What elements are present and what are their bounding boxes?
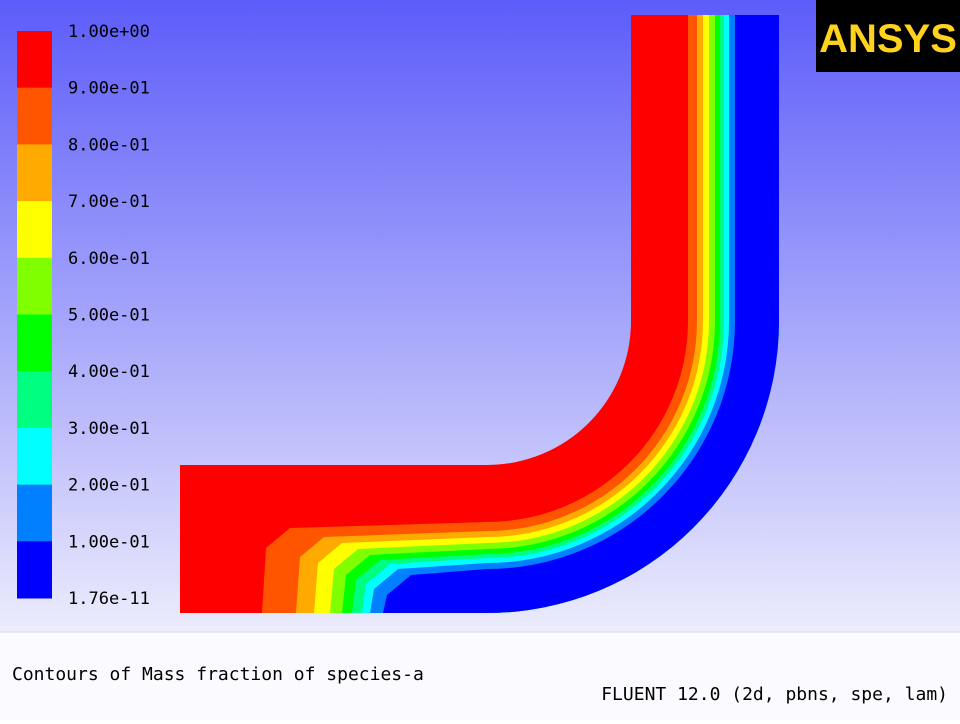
colorbar-label: 5.00e-01 xyxy=(68,306,150,326)
colorbar-band xyxy=(17,257,52,315)
colorbar-band xyxy=(17,201,52,259)
footer: FLUENT 12.0 (2d, pbns, spe, lam) xyxy=(601,684,948,705)
colorbar-band xyxy=(17,484,52,542)
elbow-geometry xyxy=(180,15,779,613)
colorbar-band xyxy=(17,371,52,429)
caption: Contours of Mass fraction of species-a xyxy=(12,664,424,685)
logo: ANSYS xyxy=(819,17,957,61)
colorbar-band xyxy=(17,427,52,486)
colorbar-label: 1.00e+00 xyxy=(68,22,150,42)
colorbar-label: 3.00e-01 xyxy=(68,419,150,439)
colorbar-band xyxy=(17,87,52,145)
colorbar-band xyxy=(17,31,52,89)
colorbar-label: 8.00e-01 xyxy=(68,135,150,155)
colorbar-label: 1.00e-01 xyxy=(68,532,150,552)
colorbar-label: 1.76e-11 xyxy=(68,589,150,609)
colorbar-band xyxy=(17,541,52,599)
colorbar-band xyxy=(17,314,52,372)
contour-region xyxy=(383,15,779,613)
contour-region xyxy=(342,15,779,613)
colorbar-label: 9.00e-01 xyxy=(68,79,150,99)
colorbar-label: 2.00e-01 xyxy=(68,476,150,496)
colorbar: 1.00e+00 9.00e-01 8.00e-01 7.00e-01 6.00e-01… xyxy=(17,22,150,609)
colorbar-band xyxy=(17,144,52,202)
contour-region xyxy=(352,15,779,613)
colorbar-label: 6.00e-01 xyxy=(68,249,150,269)
colorbar-label: 4.00e-01 xyxy=(68,362,150,382)
logo-box xyxy=(816,0,960,72)
colorbar-label: 7.00e-01 xyxy=(68,192,150,212)
caption-panel xyxy=(0,632,960,720)
